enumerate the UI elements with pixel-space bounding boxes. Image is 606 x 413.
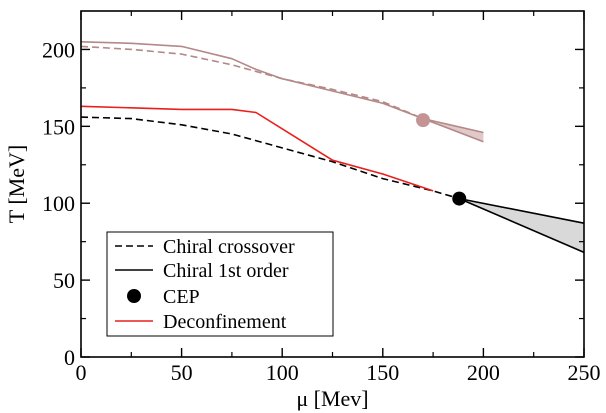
x-tick-label: 0: [76, 360, 87, 385]
upper-critical-point-marker: [416, 113, 431, 128]
x-tick-label: 250: [568, 360, 601, 385]
y-tick-label: 150: [42, 114, 75, 139]
plot-content: [80, 41, 585, 254]
x-tick-label: 50: [171, 360, 193, 385]
series-line-5: [422, 117, 484, 143]
legend-label-chiral-crossover: Chiral crossover: [163, 236, 295, 258]
axis-ticks: 0 50 100 150 200 250 0 50 100 150 200: [42, 11, 601, 385]
y-tick-label: 50: [53, 268, 75, 293]
y-tick-label: 0: [64, 345, 75, 370]
legend-cep-marker: [127, 289, 141, 303]
series-line-2: [80, 45, 424, 120]
x-tick-label: 100: [266, 360, 299, 385]
y-tick-label: 100: [42, 191, 75, 216]
series-line-1: [80, 105, 434, 192]
legend-entry-chiral-crossover: Chiral crossover: [115, 236, 295, 258]
legend-entry-chiral-first-order: Chiral 1st order: [115, 260, 289, 282]
series-line-3: [80, 41, 424, 120]
legend-label-chiral-first-order: Chiral 1st order: [163, 260, 289, 282]
series-line-4: [422, 117, 484, 134]
legend-label-deconfinement: Deconfinement: [163, 311, 287, 333]
x-axis-label: μ [Mev]: [296, 386, 368, 411]
cep-marker: [452, 191, 467, 206]
legend-box: [106, 231, 334, 337]
series-line-0: [80, 116, 460, 200]
legend-entry-cep: CEP: [127, 286, 200, 308]
y-axis-label: T [MeV]: [4, 145, 29, 223]
legend-entry-deconfinement: Deconfinement: [115, 311, 287, 333]
legend-label-cep: CEP: [163, 286, 200, 308]
x-tick-label: 200: [467, 360, 500, 385]
legend: Chiral crossover Chiral 1st order CEP De…: [106, 231, 334, 337]
series-line-7: [458, 197, 585, 254]
x-tick-label: 150: [366, 360, 399, 385]
series-line-6: [459, 197, 585, 224]
y-tick-label: 200: [42, 37, 75, 62]
